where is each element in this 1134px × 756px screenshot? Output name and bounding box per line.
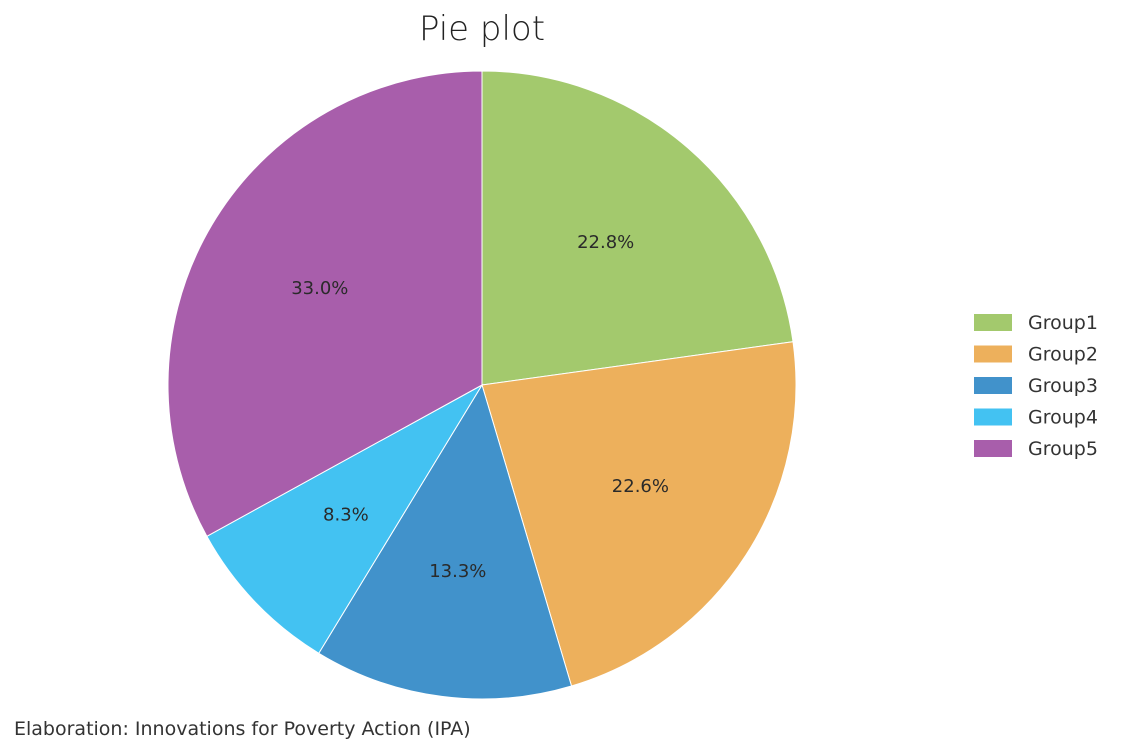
pie-slice-group2[interactable] <box>481 341 797 687</box>
legend-label-group1[interactable]: Group1 <box>1028 312 1098 334</box>
caption: Elaboration: Innovations for Poverty Act… <box>14 718 471 740</box>
slice-value-label: 8.3% <box>323 504 369 525</box>
legend-swatch-group4[interactable] <box>974 408 1012 426</box>
legend-label-group5[interactable]: Group5 <box>1028 438 1098 460</box>
legend-swatch-group1[interactable] <box>974 314 1012 331</box>
pie-slice-group5[interactable] <box>167 70 483 537</box>
slice-value-label: 33.0% <box>291 278 348 299</box>
legend-swatch-group3[interactable] <box>974 377 1012 394</box>
legend: Group1 Group2 Group3 Group4 Group5 <box>974 312 1098 460</box>
legend-swatch-group2[interactable] <box>974 345 1012 363</box>
legend-label-group2[interactable]: Group2 <box>1028 344 1098 366</box>
legend-label-group4[interactable]: Group4 <box>1028 407 1098 429</box>
slice-value-label: 13.3% <box>429 561 486 582</box>
pie-slice-group3[interactable] <box>318 383 573 700</box>
pie-slice-group1[interactable] <box>481 70 794 386</box>
pie-value-labels: 22.8% 22.6% 13.3% 8.3% 33.0% <box>291 232 669 582</box>
slice-value-label: 22.6% <box>612 476 669 497</box>
pie-slices <box>167 70 797 700</box>
slice-value-label: 22.8% <box>577 232 634 253</box>
legend-swatch-group5[interactable] <box>974 440 1012 457</box>
legend-label-group3[interactable]: Group3 <box>1028 375 1098 397</box>
pie-slice-group4[interactable] <box>206 383 484 654</box>
chart-title: Pie plot <box>419 9 545 49</box>
